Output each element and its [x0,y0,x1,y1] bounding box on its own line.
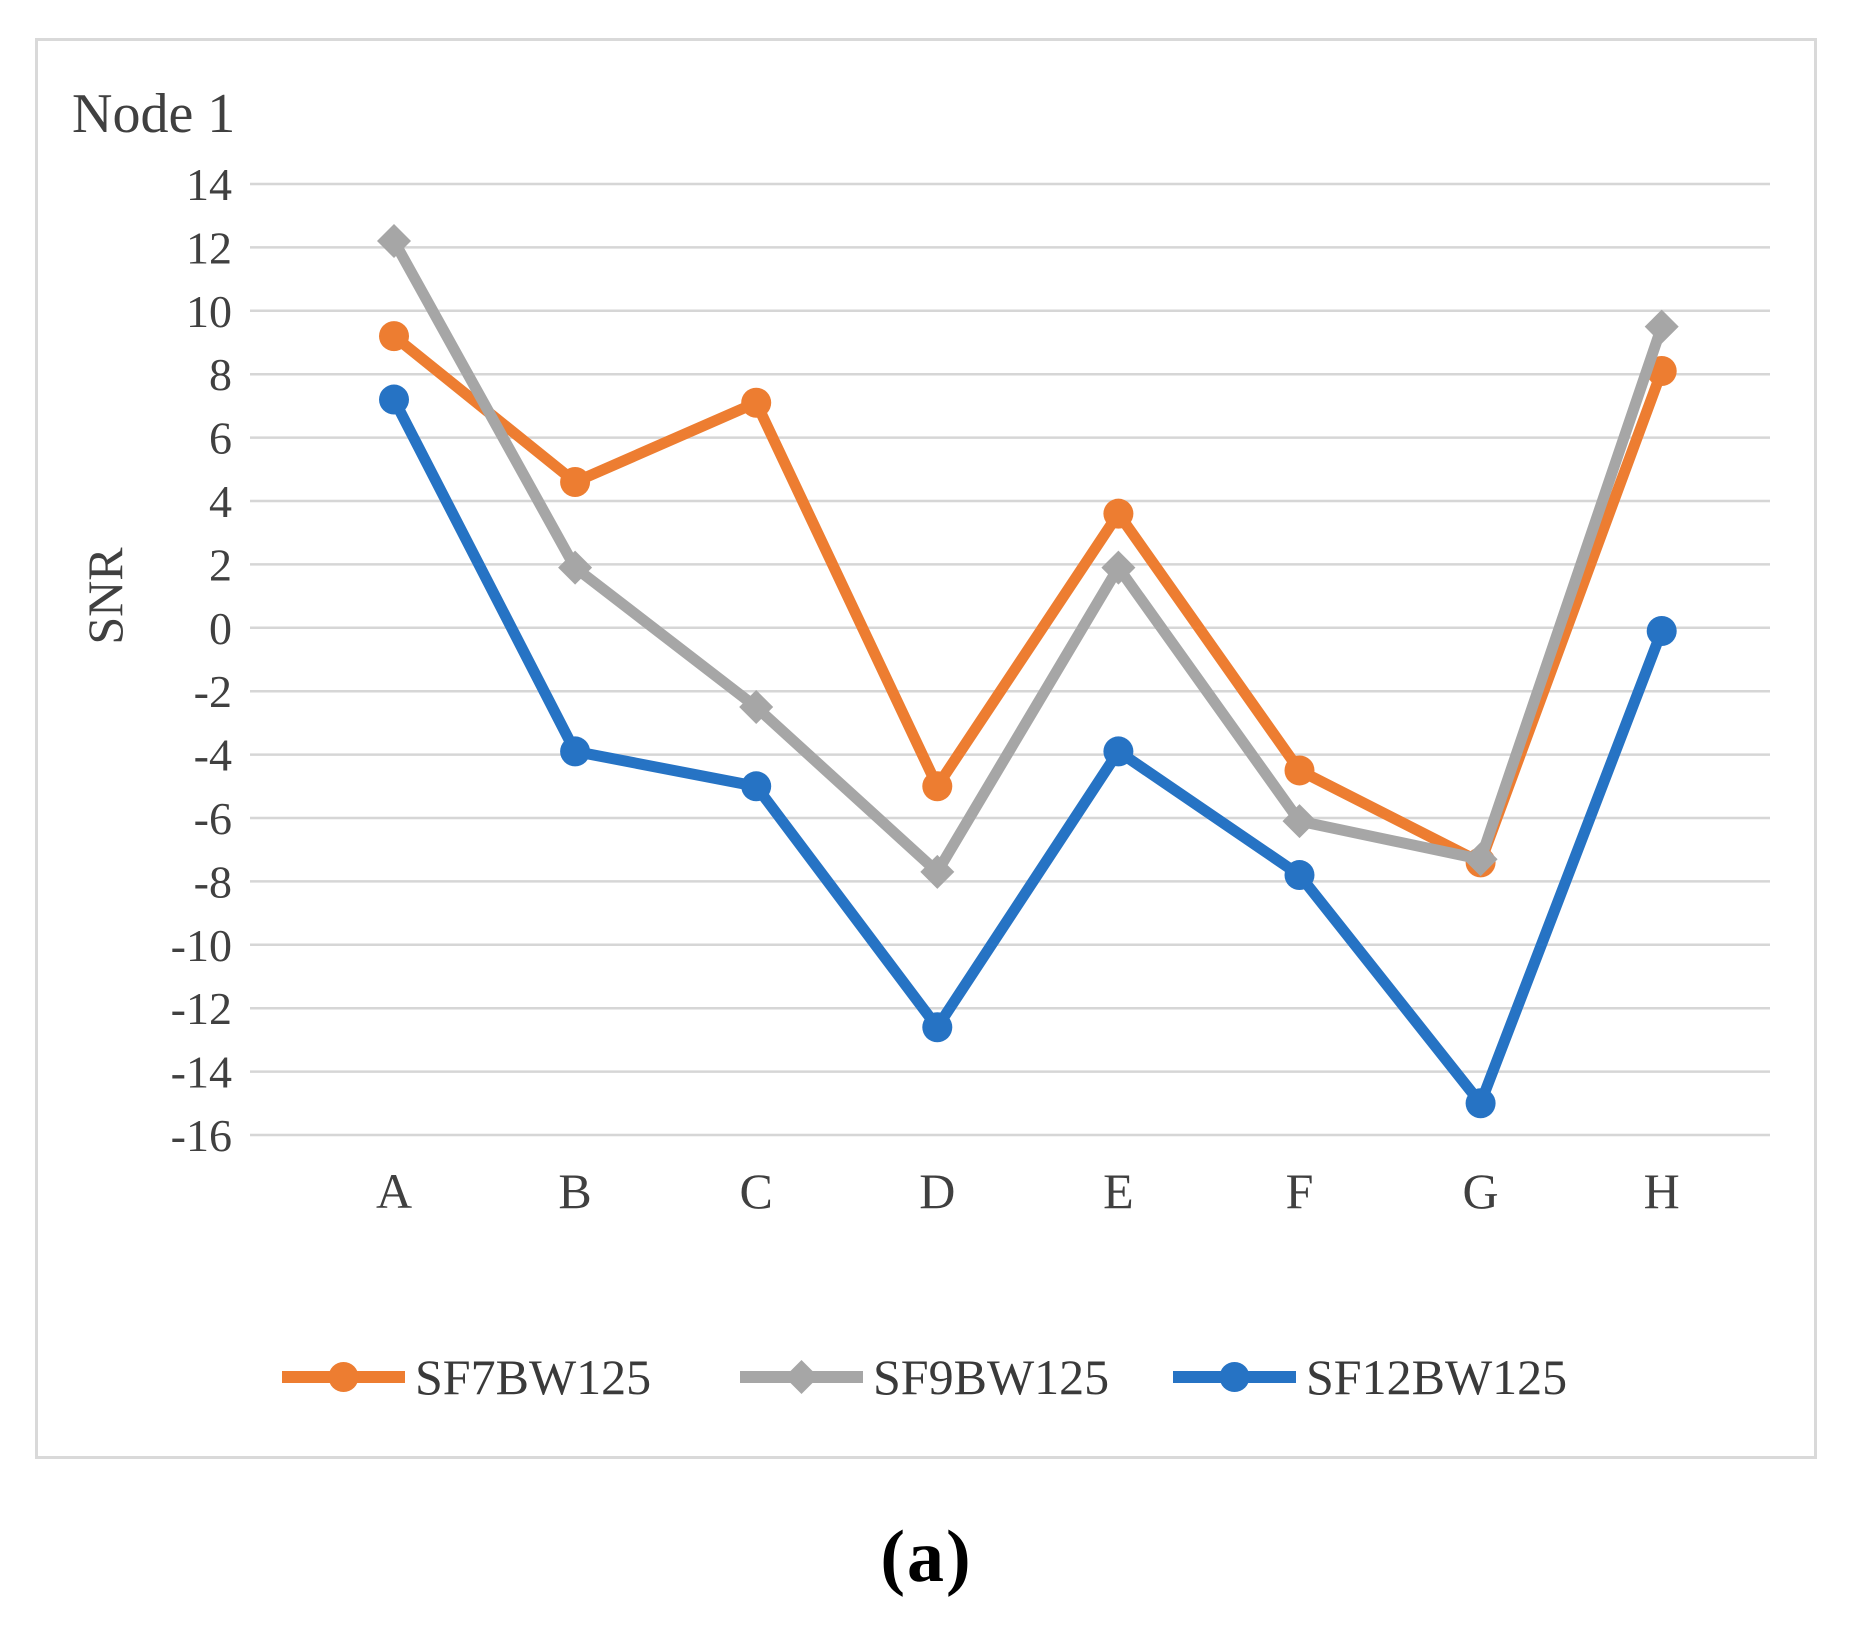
subfigure-caption: (a) [880,1516,973,1598]
y-tick-label: 0 [209,603,232,654]
legend-item-SF12BW125: SF12BW125 [1173,1349,1567,1405]
series-line-SF12BW125 [388,394,1668,1109]
data-point-SF9BW125-G [1463,842,1498,877]
data-point-SF7BW125-B [560,466,591,497]
data-point-SF12BW125-E [1103,736,1134,767]
gridlines [250,182,1770,1137]
legend-marker-SF9BW125 [784,1360,819,1394]
series-SF9BW125 [377,224,1679,889]
y-tick-label: 14 [186,159,232,210]
legend-label-SF9BW125: SF9BW125 [873,1349,1109,1405]
y-tick-label: -16 [171,1110,232,1161]
data-point-SF9BW125-B [558,550,593,585]
legend-label-SF12BW125: SF12BW125 [1306,1349,1567,1405]
legend-marker-SF12BW125 [1219,1362,1250,1392]
y-tick-label: 6 [209,413,232,464]
x-category-label-G: G [1463,1163,1499,1219]
legend-label-SF7BW125: SF7BW125 [415,1349,651,1405]
y-tick-label: -2 [194,666,232,717]
legend: SF7BW125 SF9BW125 SF12BW125 [282,1349,1567,1405]
x-category-labels: A B C D E F G H [376,1163,1680,1219]
x-category-label-H: H [1644,1163,1680,1219]
y-tick-label: -14 [171,1047,232,1098]
data-point-SF12BW125-C [741,771,772,802]
data-point-SF7BW125-C [741,387,772,418]
x-category-label-F: F [1286,1163,1314,1219]
x-category-label-D: D [919,1163,955,1219]
data-point-SF12BW125-F [1284,860,1315,891]
data-point-SF9BW125-A [377,224,411,259]
y-tick-label: -4 [194,730,232,781]
data-point-SF12BW125-H [1646,615,1677,646]
legend-marker-SF7BW125 [328,1362,359,1392]
line-chart: Node 1 SNR 14 12 10 8 6 4 2 0 -2 -4 -6 -8 -10 -12 -14 -… [72,83,1770,1405]
legend-item-SF9BW125: SF9BW125 [740,1349,1109,1405]
y-tick-label: 10 [186,286,232,337]
x-category-label-E: E [1103,1163,1134,1219]
data-point-SF9BW125-E [1101,550,1136,585]
data-point-SF12BW125-G [1465,1088,1496,1119]
y-tick-label: 2 [209,539,232,590]
data-series [377,224,1679,1119]
series-SF12BW125 [379,384,1677,1119]
data-point-SF7BW125-F [1284,755,1315,786]
chart-title: Node 1 [72,83,235,145]
data-point-SF12BW125-B [560,736,591,767]
y-axis-title: SNR [77,547,133,645]
y-tick-label: 8 [209,349,232,400]
series-line-SF9BW125 [388,235,1668,878]
data-point-SF7BW125-D [922,771,953,802]
data-point-SF9BW125-F [1282,804,1317,839]
y-tick-label: 4 [209,476,232,527]
y-tick-label: -12 [171,983,232,1034]
data-point-SF9BW125-H [1644,309,1679,344]
data-point-SF12BW125-D [922,1012,953,1043]
y-tick-label: -8 [194,856,232,907]
x-category-label-C: C [740,1163,773,1219]
y-tick-labels: 14 12 10 8 6 4 2 0 -2 -4 -6 -8 -10 -12 -14 -16 [171,159,232,1161]
data-point-SF12BW125-A [379,384,409,415]
data-point-SF9BW125-D [920,854,955,889]
y-tick-label: -6 [194,793,232,844]
data-point-SF9BW125-C [739,690,774,725]
series-SF7BW125 [379,321,1677,878]
series-line-SF7BW125 [388,330,1668,868]
y-tick-label: -10 [171,920,232,971]
legend-item-SF7BW125: SF7BW125 [282,1349,651,1405]
data-point-SF7BW125-E [1103,498,1134,529]
y-tick-label: 12 [186,222,232,273]
x-category-label-A: A [376,1163,412,1219]
x-category-label-B: B [558,1163,591,1219]
data-point-SF7BW125-A [379,321,409,352]
